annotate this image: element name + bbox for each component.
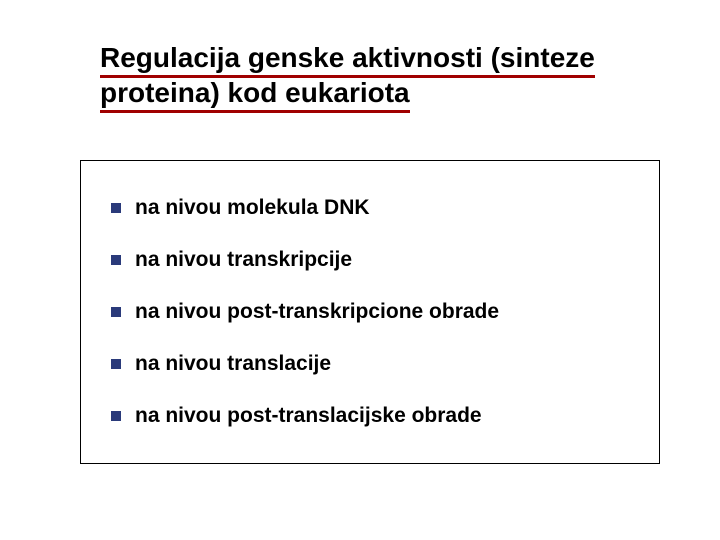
list-item: na nivou post-transkripcione obrade [111,300,629,324]
content-box: na nivou molekula DNK na nivou transkrip… [80,160,660,464]
item-text: na nivou post-transkripcione obrade [135,300,499,324]
item-text: na nivou transkripcije [135,248,352,272]
slide: Regulacija genske aktivnosti (sinteze pr… [0,0,720,540]
square-bullet-icon [111,359,121,369]
item-text: na nivou molekula DNK [135,196,370,220]
square-bullet-icon [111,307,121,317]
square-bullet-icon [111,255,121,265]
item-text: na nivou translacije [135,352,331,376]
title-line-2: proteina) kod eukariota [100,77,410,113]
bullet-list: na nivou molekula DNK na nivou transkrip… [111,196,629,428]
title-line-1: Regulacija genske aktivnosti (sinteze [100,42,595,78]
list-item: na nivou molekula DNK [111,196,629,220]
square-bullet-icon [111,203,121,213]
list-item: na nivou post-translacijske obrade [111,404,629,428]
square-bullet-icon [111,411,121,421]
item-text: na nivou post-translacijske obrade [135,404,482,428]
list-item: na nivou translacije [111,352,629,376]
slide-title: Regulacija genske aktivnosti (sinteze pr… [100,40,670,110]
list-item: na nivou transkripcije [111,248,629,272]
